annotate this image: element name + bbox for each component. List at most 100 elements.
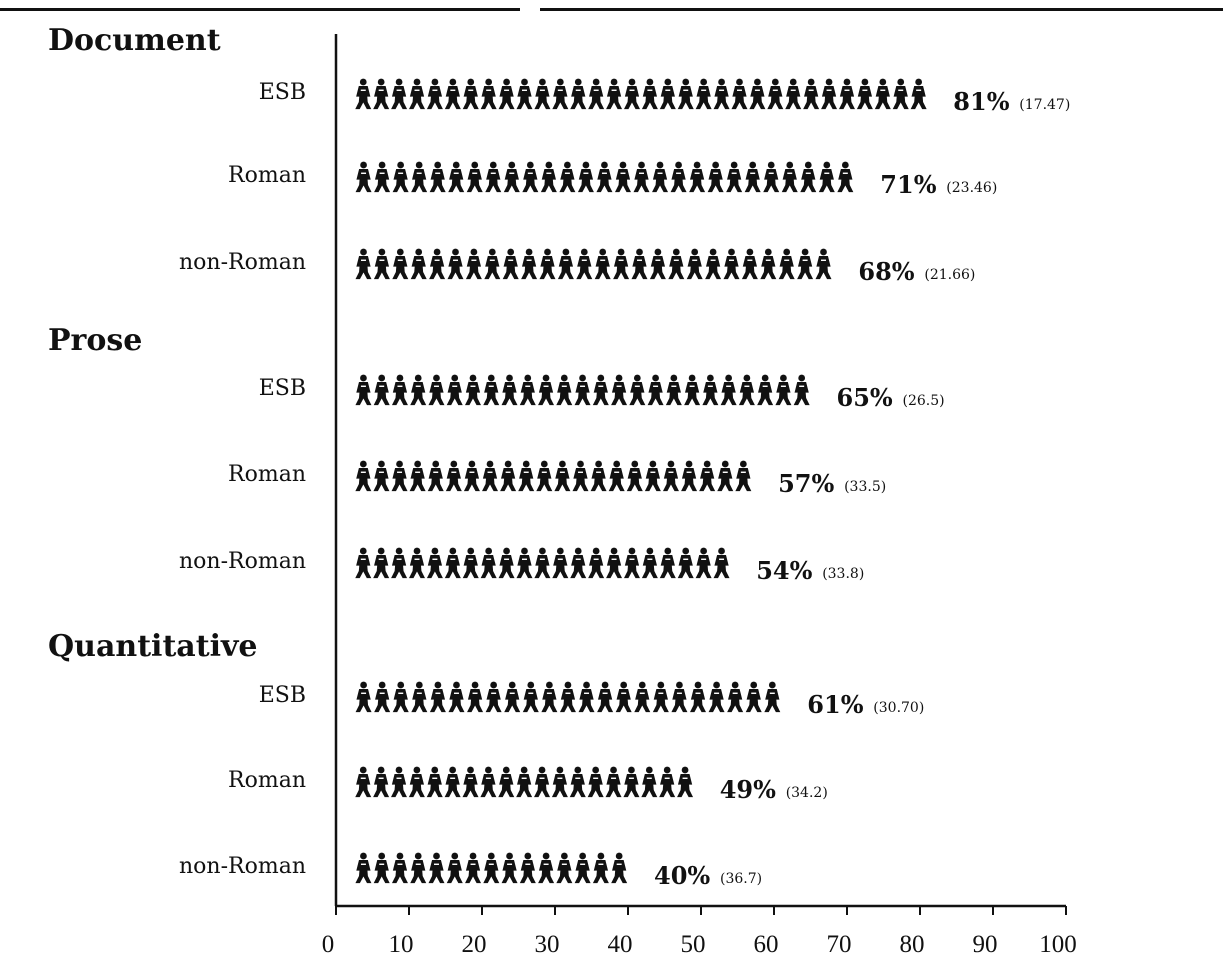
person-icon — [578, 681, 595, 713]
person-icon — [426, 547, 443, 579]
category-label: non-Roman — [179, 250, 306, 275]
person-icon — [462, 766, 479, 798]
person-icon — [572, 460, 589, 492]
person-icon — [518, 460, 535, 492]
person-icon — [633, 161, 650, 193]
category-label: non-Roman — [179, 854, 306, 879]
person-icon — [731, 78, 748, 110]
x-tick-label: 30 — [535, 931, 560, 958]
person-icon — [391, 547, 408, 579]
value-label: 68% — [858, 257, 914, 286]
person-icon — [856, 78, 873, 110]
person-icon — [727, 681, 744, 713]
person-icon — [726, 161, 743, 193]
person-icon — [355, 161, 372, 193]
person-icon — [355, 547, 372, 579]
person-icon — [569, 766, 586, 798]
person-icon — [485, 161, 502, 193]
x-tick-label: 90 — [973, 931, 998, 958]
person-icon — [592, 852, 609, 884]
person-icon — [623, 78, 640, 110]
person-icon — [596, 161, 613, 193]
person-icon — [775, 374, 792, 406]
person-icon — [409, 78, 426, 110]
person-icon — [597, 681, 614, 713]
person-icon — [631, 248, 648, 280]
category-label: Roman — [228, 163, 306, 188]
person-icon — [662, 460, 679, 492]
category-label: ESB — [259, 80, 306, 105]
group-title: Quantitative — [48, 629, 258, 664]
person-icon — [521, 248, 538, 280]
x-tick-label: 10 — [389, 931, 414, 958]
person-icon — [445, 460, 462, 492]
person-icon — [644, 460, 661, 492]
person-icon — [355, 460, 372, 492]
person-icon — [611, 374, 628, 406]
sd-label: (30.70) — [873, 700, 924, 716]
person-icon — [717, 460, 734, 492]
group-title: Prose — [48, 323, 142, 358]
pictograph-bar — [355, 161, 854, 193]
value-label: 54% — [756, 556, 812, 585]
person-icon — [570, 78, 587, 110]
person-icon — [411, 161, 428, 193]
person-icon — [516, 766, 533, 798]
person-icon — [355, 766, 372, 798]
person-icon — [910, 78, 927, 110]
person-icon — [501, 852, 518, 884]
person-icon — [448, 681, 465, 713]
person-icon — [785, 78, 802, 110]
person-icon — [741, 248, 758, 280]
person-icon — [516, 78, 533, 110]
person-icon — [749, 78, 766, 110]
person-icon — [689, 161, 706, 193]
person-icon — [500, 460, 517, 492]
pictograph-bar — [355, 681, 781, 713]
pictograph-bar — [355, 248, 832, 280]
category-label: ESB — [259, 376, 306, 401]
person-icon — [373, 248, 390, 280]
person-icon — [641, 78, 658, 110]
person-icon — [745, 681, 762, 713]
person-icon — [626, 460, 643, 492]
person-icon — [757, 374, 774, 406]
person-icon — [695, 78, 712, 110]
person-icon — [482, 460, 499, 492]
person-icon — [464, 374, 481, 406]
person-icon — [522, 161, 539, 193]
person-icon — [605, 766, 622, 798]
person-icon — [702, 374, 719, 406]
sd-label: (17.47) — [1019, 97, 1070, 113]
person-icon — [803, 78, 820, 110]
person-icon — [429, 248, 446, 280]
person-icon — [446, 374, 463, 406]
person-icon — [446, 852, 463, 884]
x-tick-label: 40 — [608, 931, 633, 958]
person-icon — [713, 547, 730, 579]
person-icon — [781, 161, 798, 193]
person-icon — [429, 161, 446, 193]
person-icon — [778, 248, 795, 280]
pictograph-bar — [355, 766, 694, 798]
person-icon — [720, 374, 737, 406]
person-icon — [623, 547, 640, 579]
person-icon — [588, 78, 605, 110]
person-icon — [536, 460, 553, 492]
person-icon — [390, 766, 407, 798]
person-icon — [615, 681, 632, 713]
person-icon — [552, 78, 569, 110]
person-icon — [695, 547, 712, 579]
person-icon — [444, 766, 461, 798]
person-icon — [559, 681, 576, 713]
person-icon — [355, 374, 372, 406]
person-icon — [670, 161, 687, 193]
person-icon — [480, 547, 497, 579]
person-icon — [611, 852, 628, 884]
person-icon — [373, 374, 390, 406]
person-icon — [480, 766, 497, 798]
person-icon — [559, 161, 576, 193]
person-icon — [735, 460, 752, 492]
person-icon — [409, 547, 425, 579]
person-icon — [391, 460, 408, 492]
